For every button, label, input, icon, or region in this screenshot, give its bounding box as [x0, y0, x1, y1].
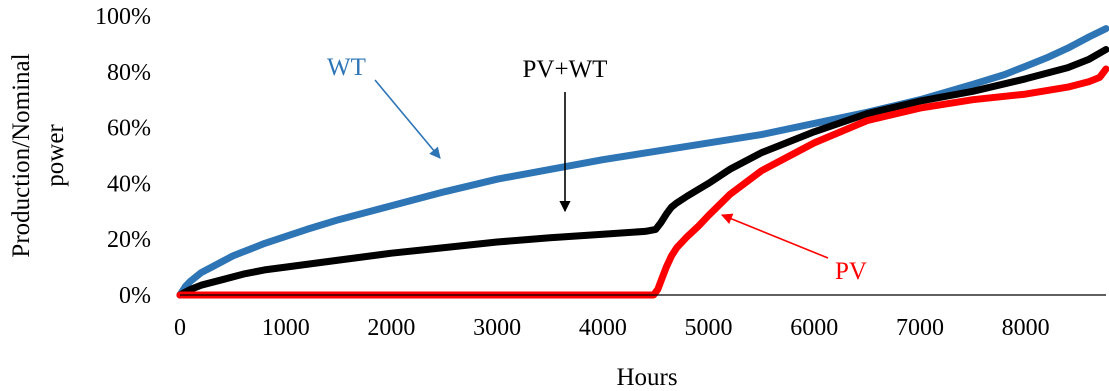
- x-tick-label: 6000: [790, 315, 838, 341]
- y-tick-label: 80%: [107, 60, 151, 86]
- series-line-0: [176, 25, 1109, 299]
- x-tick-label: 3000: [473, 315, 521, 341]
- plot-lines: [176, 25, 1109, 299]
- series-line-1: [176, 46, 1109, 299]
- x-tick-label: 0: [174, 315, 186, 341]
- y-tick-label: 60%: [107, 116, 151, 142]
- y-tick-label: 100%: [95, 4, 151, 30]
- annotation-pv-wt: PV+WT: [523, 56, 608, 83]
- annotation-wt-arrow: [374, 79, 441, 159]
- annotations: WT PV+WT PV: [327, 54, 867, 285]
- x-tick-label: 5000: [685, 315, 733, 341]
- y-tick-label: 0%: [119, 283, 151, 309]
- y-axis-title-line-2: power: [42, 124, 69, 187]
- x-tick-label: 2000: [367, 315, 415, 341]
- y-axis-title-line-1: Production/Nominal: [8, 53, 35, 257]
- x-axis-title: Hours: [616, 364, 677, 391]
- x-tick-label: 1000: [262, 315, 310, 341]
- x-tick-label: 4000: [579, 315, 627, 341]
- annotation-pv-arrow: [720, 213, 829, 259]
- x-tick-label: 8000: [1002, 315, 1050, 341]
- annotation-pv: PV: [835, 258, 867, 285]
- y-tick-label: 40%: [107, 171, 151, 197]
- y-tick-label: 20%: [107, 227, 151, 253]
- annotation-wt: WT: [327, 54, 366, 81]
- x-tick-label: 7000: [896, 315, 944, 341]
- axes: 0 1000 2000 3000 4000 5000 6000 7000 8000 0% 20% 40…: [8, 4, 1106, 391]
